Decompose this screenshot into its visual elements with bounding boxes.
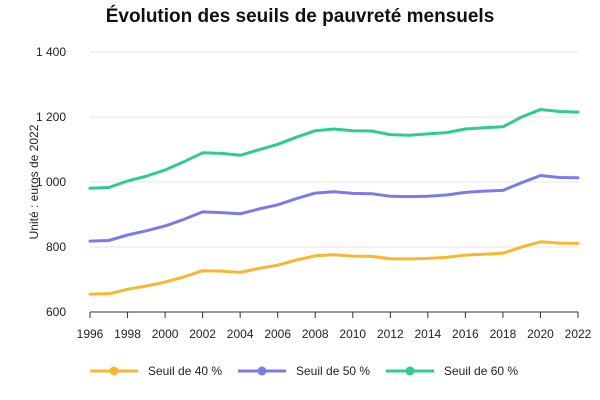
y-tick-label: 1 400: [36, 45, 66, 59]
x-tick-label: 2018: [490, 327, 517, 341]
x-tick-label: 1996: [77, 327, 104, 341]
y-tick-label: 1 000: [36, 175, 66, 189]
y-tick-label: 1 200: [36, 110, 66, 124]
y-axis-ticks: 600 800 1 000 1 200 1 400: [36, 45, 66, 319]
series-line-2: [88, 174, 580, 243]
x-tick-label: 2004: [227, 327, 254, 341]
series-line-1: [88, 240, 580, 296]
legend-label: Seuil de 50 %: [296, 364, 370, 378]
x-tick-label: 2012: [377, 327, 404, 341]
legend-marker: [257, 366, 267, 376]
x-tick-label: 2016: [452, 327, 479, 341]
y-tick-label: 600: [46, 305, 66, 319]
x-tick-label: 2000: [152, 327, 179, 341]
legend-marker: [109, 366, 119, 376]
x-tick-label: 1998: [114, 327, 141, 341]
grid-lines: [90, 51, 578, 248]
y-axis-label: Unité : euros de 2022: [27, 124, 41, 239]
x-tick-label: 2008: [302, 327, 329, 341]
chart-title: Évolution des seuils de pauvreté mensuel…: [105, 6, 495, 27]
x-tick-label: 2014: [414, 327, 441, 341]
series-group: [88, 108, 580, 296]
x-tick-label: 2022: [565, 327, 592, 341]
legend-marker: [405, 366, 415, 376]
legend-item: Seuil de 50 %: [238, 364, 370, 378]
legend: Seuil de 40 % Seuil de 50 % Seuil de 60 %: [90, 364, 518, 378]
series-line-3: [88, 108, 580, 190]
legend-item: Seuil de 40 %: [90, 364, 222, 378]
legend-item: Seuil de 60 %: [386, 364, 518, 378]
legend-label: Seuil de 60 %: [444, 364, 518, 378]
x-axis-ticks: 1996 1998 2000 2002 2004 2006 2008 2010 2012 2014…: [77, 312, 592, 341]
x-tick-label: 2006: [264, 327, 291, 341]
x-tick-label: 2002: [189, 327, 216, 341]
x-tick-label: 2010: [339, 327, 366, 341]
legend-label: Seuil de 40 %: [148, 364, 222, 378]
y-tick-label: 800: [46, 240, 66, 254]
x-tick-label: 2020: [527, 327, 554, 341]
